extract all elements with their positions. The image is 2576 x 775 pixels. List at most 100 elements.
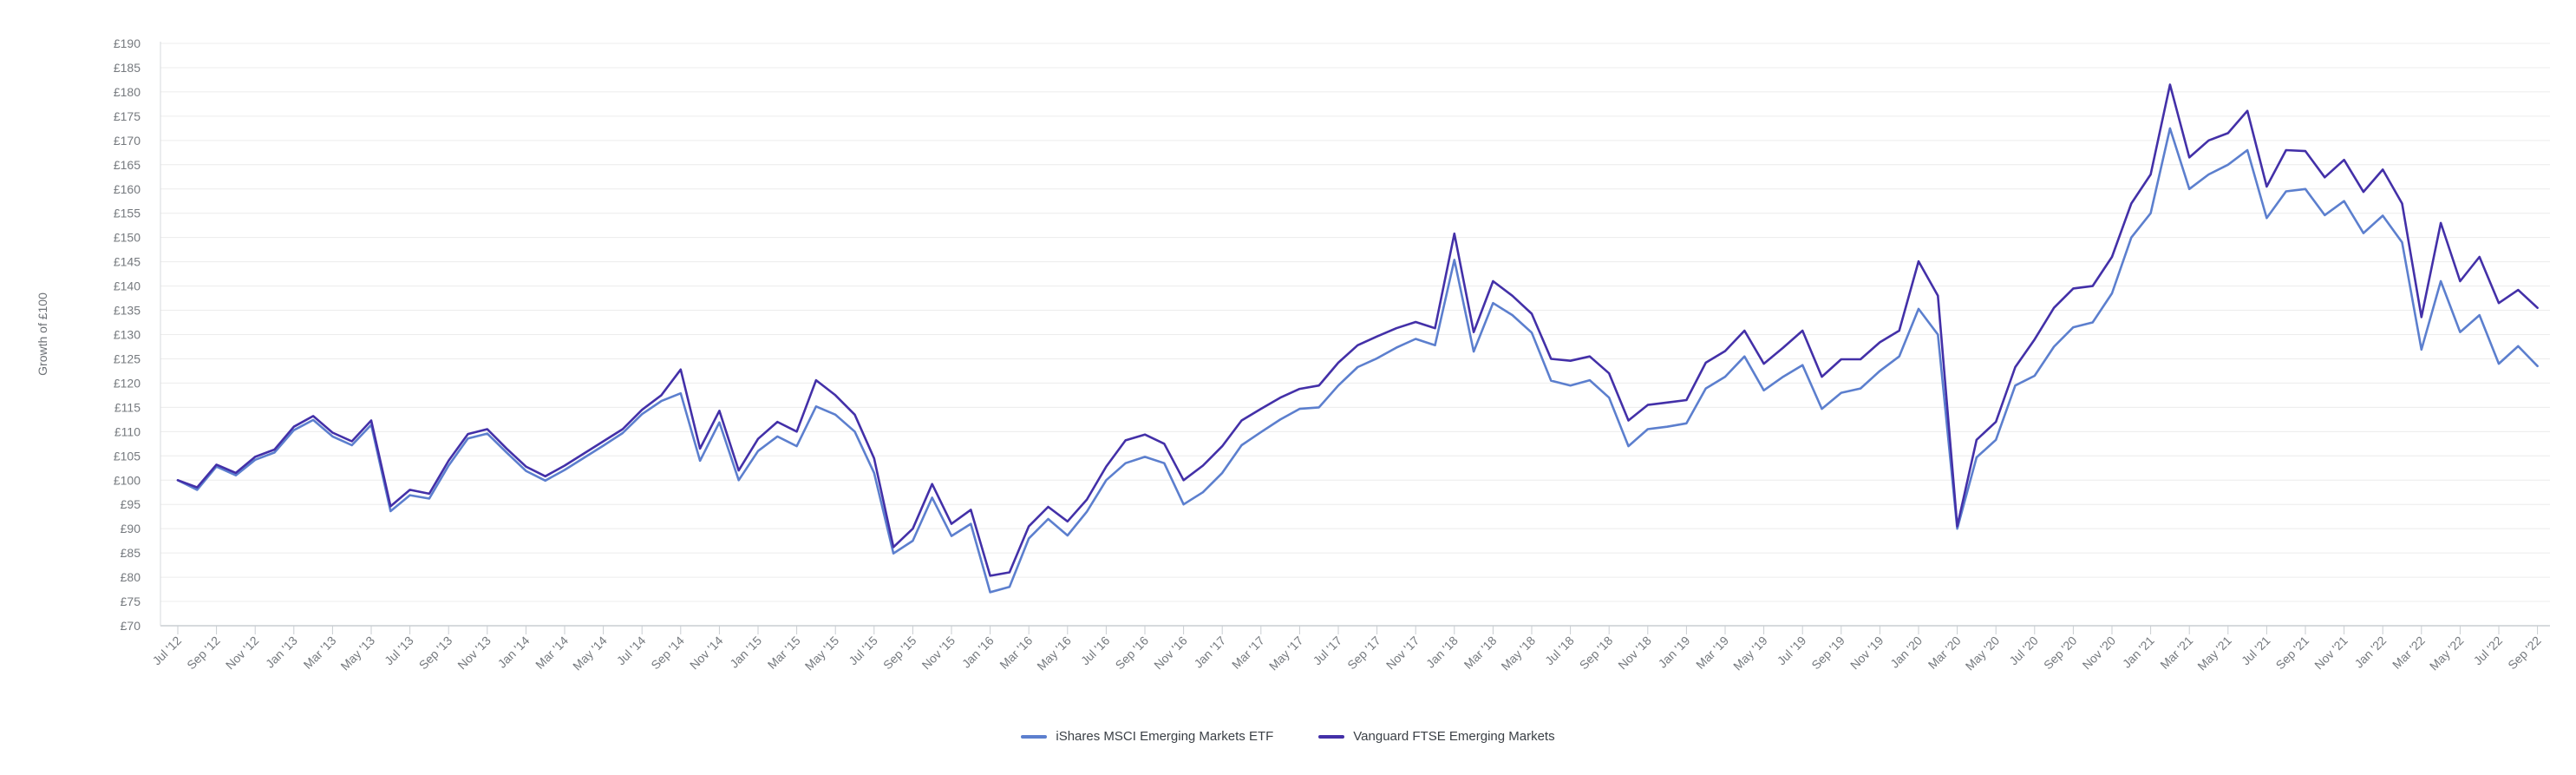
x-axis-tick-label: Jan '19 (1656, 634, 1693, 671)
y-axis-tick-label: £80 (121, 570, 141, 584)
x-axis-tick-label: Nov '19 (1847, 634, 1886, 673)
x-axis-tick-label: Nov '18 (1615, 634, 1654, 673)
x-axis-tick-label: Nov '14 (687, 634, 726, 673)
y-axis-tick-label: £85 (121, 546, 141, 560)
x-axis-tick-label: May '14 (570, 634, 610, 673)
x-axis-tick-label: Mar '20 (1925, 634, 1964, 672)
x-axis-tick-label: Sep '15 (880, 634, 919, 673)
y-axis-tick-label: £165 (114, 158, 141, 172)
ishares-series-swatch (1021, 734, 1048, 739)
legend-item-ishares[interactable]: iShares MSCI Emerging Markets ETF (1021, 729, 1273, 744)
x-axis-tick-label: Jan '15 (727, 634, 764, 671)
x-axis-tick-label: Jul '17 (1311, 634, 1345, 668)
legend-item-vanguard[interactable]: Vanguard FTSE Emerging Markets (1318, 729, 1555, 744)
y-axis-tick-label: £125 (114, 351, 141, 365)
x-axis-tick-label: Sep '14 (648, 634, 687, 673)
x-axis-tick-label: Mar '21 (2157, 634, 2195, 672)
y-axis-tick-label: £130 (114, 328, 141, 342)
x-axis-tick-label: Mar '17 (1229, 634, 1267, 672)
y-axis-tick-label: £155 (114, 207, 141, 220)
x-axis-tick-label: May '15 (802, 634, 842, 673)
x-axis-tick-label: Nov '17 (1383, 634, 1422, 673)
x-axis-tick-label: Jul '18 (1542, 634, 1577, 668)
x-axis-tick-label: Jan '20 (1887, 634, 1925, 671)
x-axis-tick-label: Jul '20 (2006, 634, 2041, 668)
ishares-series-line[interactable] (176, 127, 2539, 594)
y-axis-tick-label: £170 (114, 134, 141, 148)
x-axis-tick-label: Nov '12 (223, 634, 262, 673)
x-axis-tick-label: Sep '21 (2273, 634, 2312, 673)
x-axis-tick-label: Sep '19 (1808, 634, 1847, 673)
x-axis-tick-label: Jan '13 (263, 634, 300, 671)
vanguard-series-swatch (1318, 734, 1345, 739)
y-axis-tick-label: £110 (114, 424, 141, 438)
x-axis-tick-label: Nov '15 (919, 634, 958, 673)
y-axis-tick-label: £120 (114, 376, 141, 390)
x-axis-tick-label: Jul '14 (614, 634, 649, 668)
x-axis-tick-label: Sep '13 (416, 634, 455, 673)
y-axis-tick-label: £175 (114, 109, 141, 123)
x-axis-tick-label: Nov '21 (2311, 634, 2350, 673)
x-axis-tick-label: Sep '18 (1577, 634, 1616, 673)
y-axis-tick-label: £160 (114, 182, 141, 196)
x-axis-tick-label: Jan '14 (495, 634, 533, 671)
y-axis-tick-label: £185 (114, 61, 141, 75)
x-axis-tick-label: Jan '22 (2351, 634, 2389, 671)
y-axis-tick-label: £90 (121, 522, 141, 535)
x-axis-tick-label: Jul '13 (382, 634, 416, 668)
x-axis-tick-label: May '18 (1498, 634, 1538, 673)
x-axis-tick-label: Mar '18 (1461, 634, 1500, 672)
legend-label-ishares: iShares MSCI Emerging Markets ETF (1056, 729, 1274, 744)
y-axis-tick-label: £135 (114, 304, 141, 318)
x-axis-tick-label: Nov '13 (454, 634, 494, 673)
x-axis-tick-label: May '19 (1730, 634, 1770, 673)
x-axis-tick-label: May '13 (337, 634, 377, 673)
x-axis-tick-label: Jul '16 (1078, 634, 1113, 668)
y-axis-tick-label: £140 (114, 279, 141, 293)
x-axis-tick-label: Mar '19 (1693, 634, 1731, 672)
y-axis-labels: £70 £75 £80 £85 £90 £95 £100 £105 £110 £115 £120 £1… (114, 36, 141, 633)
x-axis-tick-label: Sep '17 (1344, 634, 1383, 673)
x-axis-tick-label: Mar '16 (997, 634, 1035, 672)
y-axis-tick-label: £115 (114, 400, 141, 414)
x-axis-tick-label: Nov '20 (2080, 634, 2119, 673)
y-axis-tick-label: £95 (121, 497, 141, 511)
vanguard-series-line[interactable] (176, 83, 2539, 577)
x-axis-tick-label: Sep '22 (2505, 634, 2544, 673)
x-axis-tick-label: Mar '15 (765, 634, 803, 672)
y-axis-tick-label: £105 (114, 449, 141, 463)
gridlines (160, 43, 2550, 627)
x-axis-tick-label: Sep '12 (184, 634, 223, 673)
x-axis-tick-label: Jan '21 (2120, 634, 2157, 671)
x-axis-tick-label: Jan '17 (1191, 634, 1228, 671)
series-lines (176, 83, 2539, 594)
y-axis-title: Growth of £100 (36, 292, 49, 376)
x-axis-tick-label: Sep '16 (1113, 634, 1152, 673)
x-axis-tick-label: Sep '20 (2041, 634, 2080, 673)
legend-label-vanguard: Vanguard FTSE Emerging Markets (1353, 729, 1555, 744)
y-axis-tick-label: £75 (121, 594, 141, 608)
x-axis-tick-label: May '22 (2427, 634, 2467, 673)
x-axis-tick-label: May '20 (1963, 634, 2003, 673)
y-axis-tick-label: £180 (114, 85, 141, 99)
x-axis-tick-label: Mar '14 (533, 634, 571, 672)
x-axis-tick-label: Jul '21 (2239, 634, 2273, 668)
x-axis-tick-label: Jan '16 (959, 634, 997, 671)
x-axis-tick-label: Jul '12 (150, 634, 185, 668)
y-axis-tick-label: £190 (114, 36, 141, 50)
x-axis-tick-label: May '21 (2194, 634, 2234, 673)
x-axis-tick-label: Jul '19 (1775, 634, 1809, 668)
chart-legend: iShares MSCI Emerging Markets ETF Vangua… (0, 729, 2576, 744)
x-axis-tick-label: Mar '22 (2390, 634, 2428, 672)
x-axis-tick-label: May '16 (1034, 634, 1074, 673)
x-axis-tick-label: Jul '15 (846, 634, 880, 668)
y-axis-tick-label: £150 (114, 231, 141, 245)
y-axis-tick-label: £145 (114, 255, 141, 269)
x-axis-tick-label: Mar '13 (301, 634, 339, 672)
x-axis-tick-label: Nov '16 (1151, 634, 1190, 673)
x-axis-tick-label: Jan '18 (1423, 634, 1461, 671)
y-axis-tick-label: £100 (114, 473, 141, 487)
